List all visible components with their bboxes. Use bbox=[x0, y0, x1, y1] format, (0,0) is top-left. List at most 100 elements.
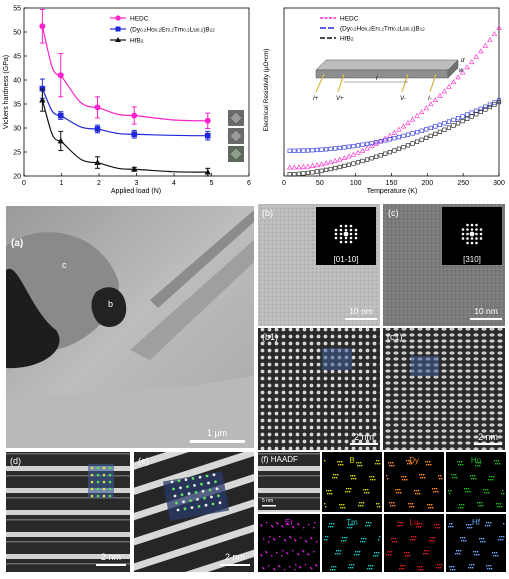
eds-pixel bbox=[478, 462, 480, 464]
panel-label: (c) bbox=[388, 208, 399, 218]
eds-pixel bbox=[391, 551, 393, 553]
data-point bbox=[94, 126, 101, 132]
eds-map bbox=[446, 514, 506, 572]
eds-pixel bbox=[499, 506, 501, 508]
eds-pixel bbox=[488, 479, 490, 481]
diffraction-spot bbox=[479, 232, 483, 236]
data-point bbox=[450, 79, 457, 85]
scalebar bbox=[474, 443, 502, 445]
eds-pixel bbox=[362, 505, 364, 507]
eds-pixel bbox=[398, 492, 400, 494]
eds-pixel bbox=[379, 506, 381, 508]
data-point bbox=[318, 161, 325, 167]
eds-pixel bbox=[434, 488, 436, 490]
eds-pixel bbox=[460, 537, 462, 539]
atom-marker bbox=[214, 480, 217, 484]
x-tick-label: 250 bbox=[457, 180, 469, 187]
eds-pixel bbox=[386, 475, 388, 477]
eds-pixel bbox=[367, 525, 369, 527]
eds-pixel bbox=[459, 461, 461, 463]
eds-pixel bbox=[454, 477, 456, 479]
data-point bbox=[287, 164, 293, 170]
eds-pixel bbox=[458, 464, 460, 466]
data-point bbox=[360, 158, 365, 164]
data-point bbox=[373, 140, 379, 146]
eds-pixel bbox=[404, 565, 406, 567]
y-tick-label: 20 bbox=[13, 174, 21, 181]
eds-pixel bbox=[351, 478, 353, 480]
eds-pixel bbox=[464, 537, 466, 539]
eds-pixel bbox=[328, 526, 330, 528]
eds-pixel bbox=[400, 522, 402, 524]
panel-b1: (b1) 2 nm bbox=[258, 328, 380, 450]
eds-pixel bbox=[272, 526, 274, 528]
diffraction-spot bbox=[339, 224, 343, 228]
eds-pixel bbox=[390, 462, 392, 464]
eds-pixel bbox=[341, 504, 343, 506]
eds-pixel bbox=[416, 490, 418, 492]
data-point bbox=[350, 151, 357, 157]
eds-pixel bbox=[450, 490, 452, 492]
eds-pixel bbox=[271, 555, 273, 557]
eds-pixel bbox=[435, 491, 437, 493]
eds-pixel bbox=[281, 525, 283, 527]
eds-pixel bbox=[390, 554, 392, 556]
data-point bbox=[351, 161, 356, 166]
data-point bbox=[94, 104, 101, 111]
eds-pixel bbox=[435, 527, 437, 529]
eds-pixel bbox=[341, 540, 343, 542]
data-point bbox=[131, 131, 138, 138]
eds-pixel bbox=[472, 475, 474, 477]
scalebar-label: 5 nm bbox=[262, 498, 273, 504]
diffraction-spot bbox=[339, 232, 343, 236]
eds-pixel bbox=[471, 564, 473, 566]
data-point bbox=[39, 23, 46, 30]
eds-pixel bbox=[347, 491, 349, 493]
eds-pixel bbox=[331, 493, 333, 495]
eds-pixel bbox=[418, 526, 420, 528]
haadf-image-b1 bbox=[258, 328, 380, 450]
eds-pixel bbox=[364, 492, 366, 494]
eds-pixel bbox=[287, 523, 289, 525]
atom-marker bbox=[210, 495, 213, 499]
data-point bbox=[473, 53, 479, 59]
eds-pixel bbox=[370, 479, 372, 481]
eds-pixel bbox=[357, 465, 359, 467]
eds-pixel bbox=[357, 551, 359, 553]
eds-pixel bbox=[268, 541, 270, 543]
scalebar bbox=[220, 564, 250, 566]
eds-pixel bbox=[289, 536, 291, 538]
eds-pixel bbox=[307, 553, 309, 555]
eds-pixel bbox=[352, 567, 354, 569]
atom-marker bbox=[218, 501, 222, 505]
data-point bbox=[360, 142, 365, 147]
haadf-image-f bbox=[258, 452, 320, 512]
eds-pixel bbox=[477, 551, 479, 553]
data-point bbox=[433, 131, 438, 136]
eds-pixel bbox=[343, 504, 345, 506]
eds-pixel bbox=[438, 475, 440, 477]
diffraction-spot bbox=[461, 232, 465, 236]
eds-pixel bbox=[354, 475, 356, 477]
eds-pixel bbox=[456, 550, 458, 552]
eds-pixel bbox=[315, 564, 317, 566]
data-point bbox=[342, 145, 347, 150]
diffraction-spot bbox=[344, 224, 348, 228]
eds-pixel bbox=[455, 553, 457, 555]
resistivity-chart: 0 50 100 150 200 250 300 HEDC (Dy0.2Ho0.2Er0.2T… bbox=[263, 7, 505, 195]
eds-pixel bbox=[467, 491, 469, 493]
eds-pixel bbox=[397, 489, 399, 491]
data-point bbox=[337, 145, 342, 151]
eds-pixel bbox=[488, 492, 490, 494]
eds-pixel bbox=[478, 505, 480, 507]
eds-pixel bbox=[450, 526, 452, 528]
eds-pixel bbox=[431, 504, 433, 506]
eds-pixel bbox=[448, 490, 450, 492]
eds-pixel bbox=[387, 551, 389, 553]
data-point bbox=[369, 140, 374, 146]
eds-pixel bbox=[325, 536, 327, 538]
data-point bbox=[433, 124, 438, 129]
eds-pixel bbox=[411, 536, 413, 538]
eds-pixel bbox=[432, 507, 434, 509]
diffraction-spot bbox=[339, 240, 343, 244]
